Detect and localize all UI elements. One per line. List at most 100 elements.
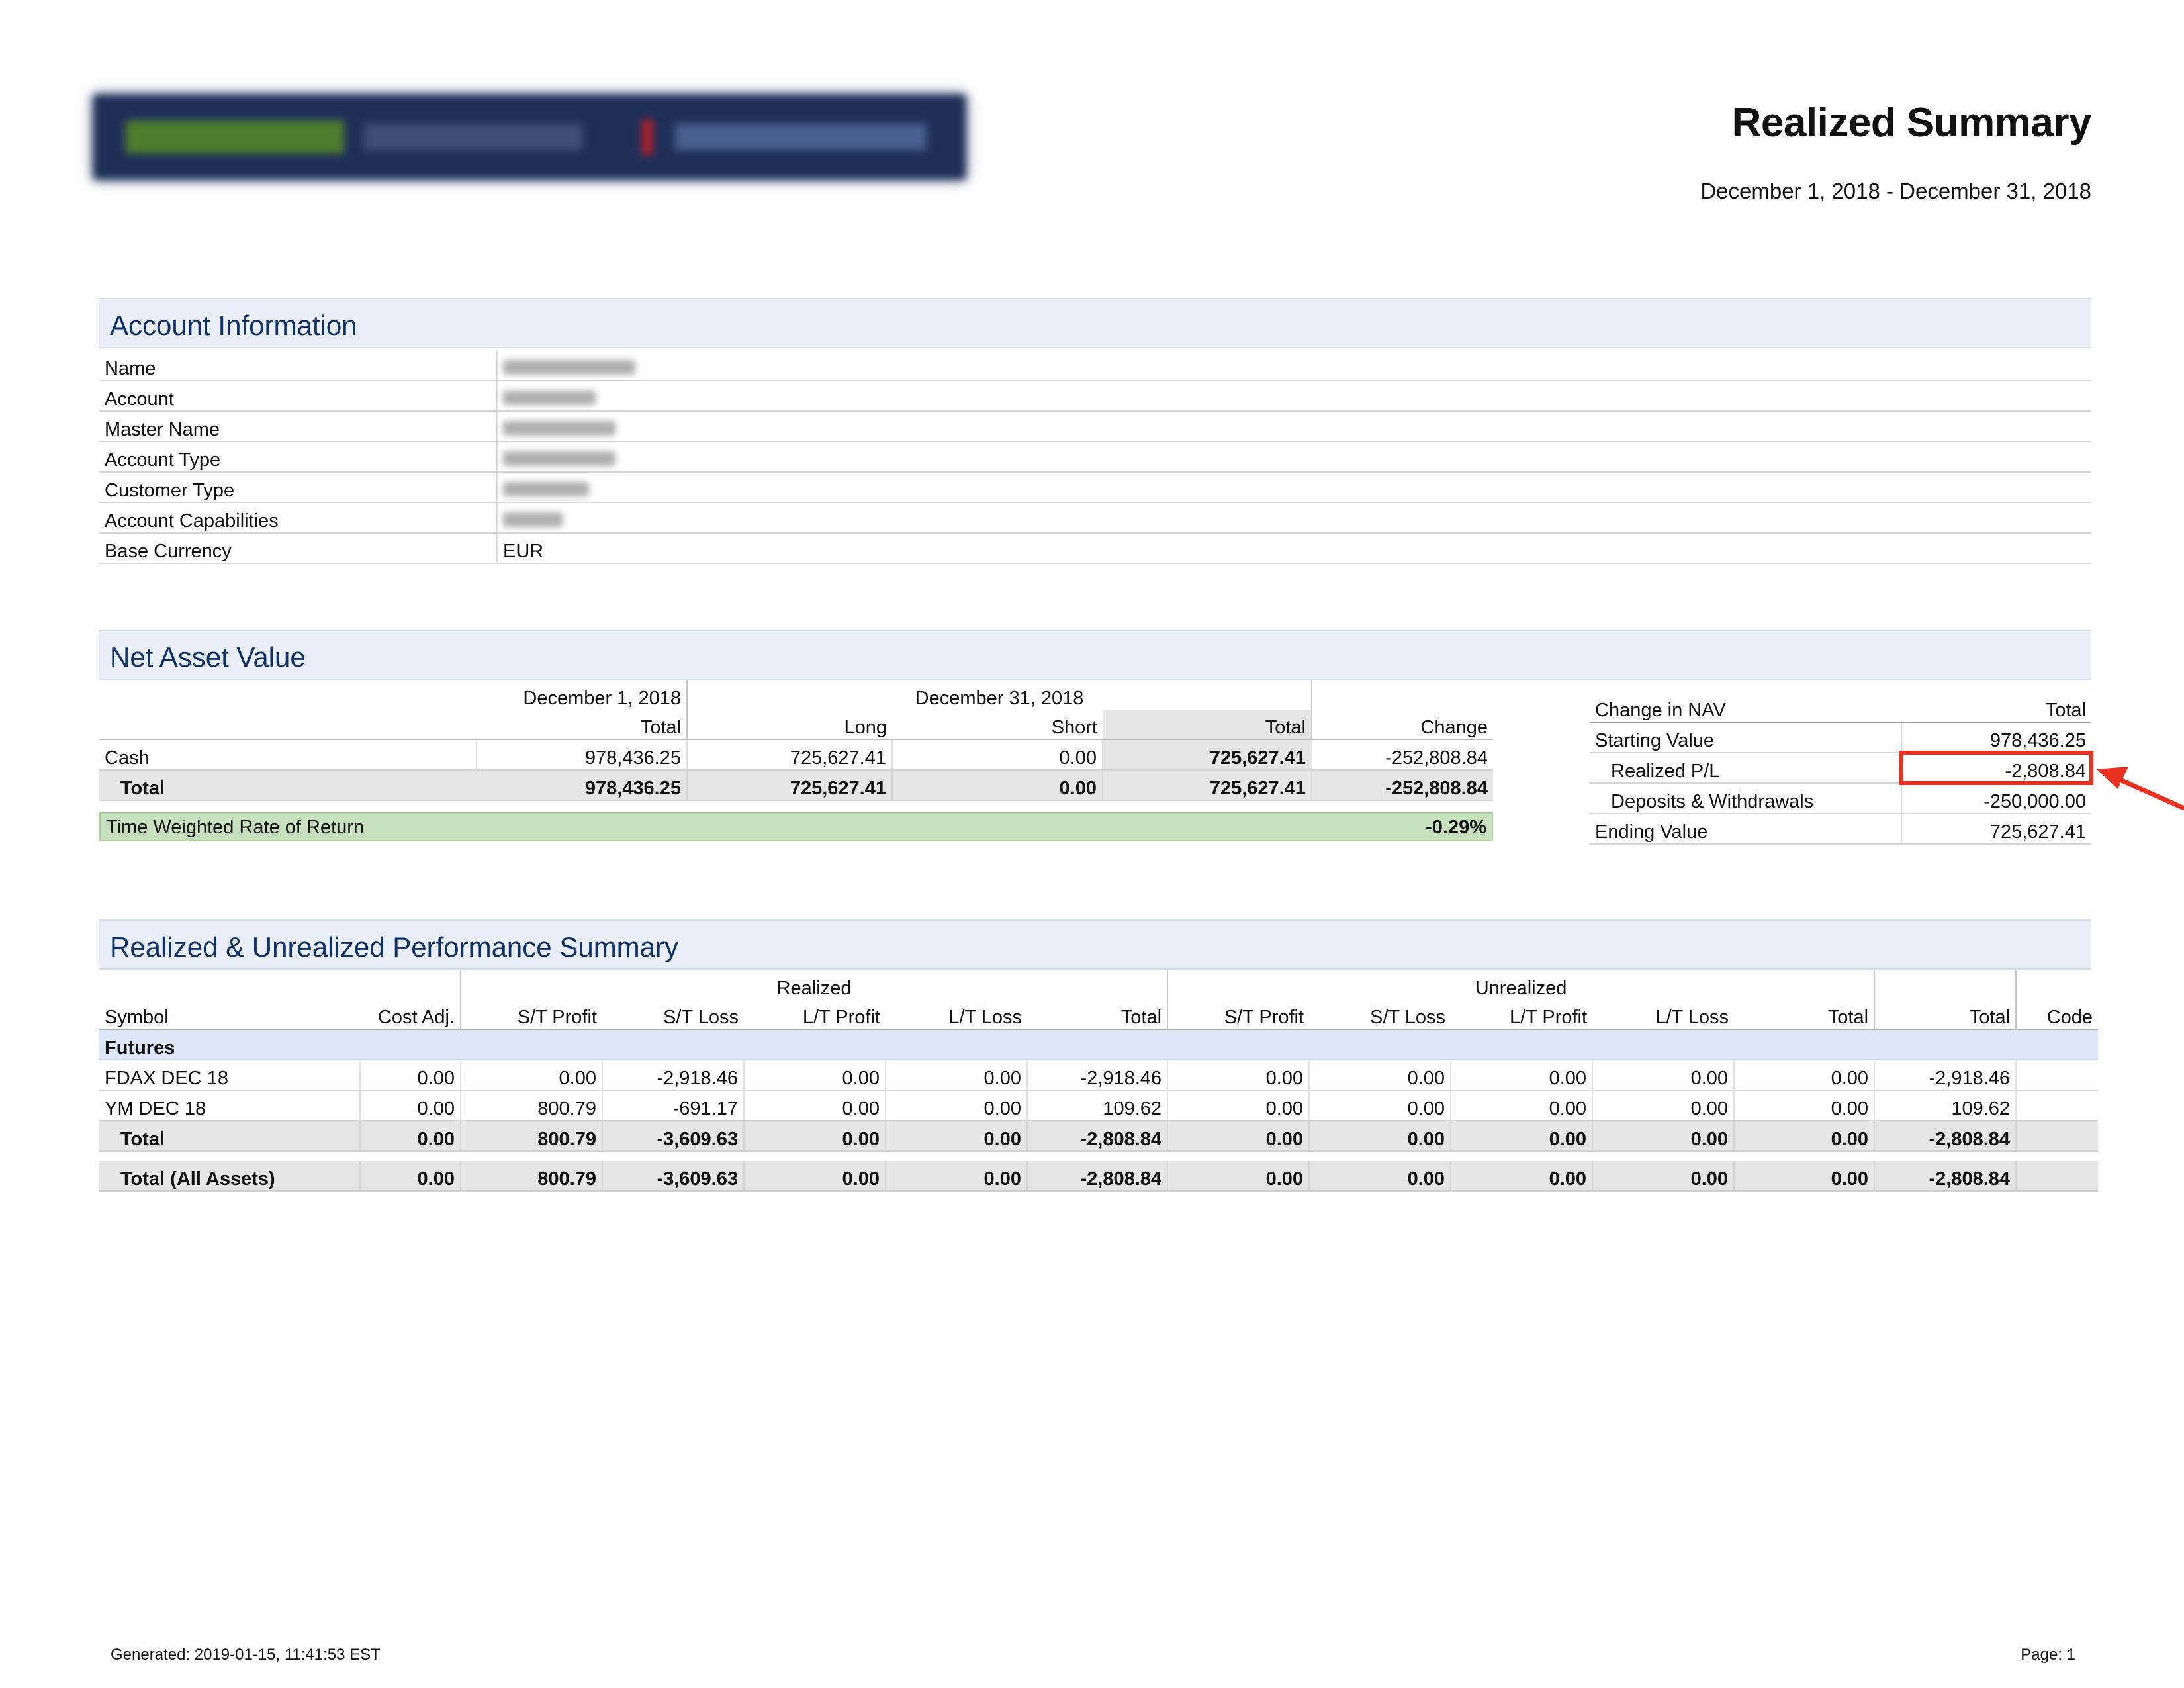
nav-table: December 1, 2018 December 31, 2018 Total… [99, 680, 1493, 801]
twrr-label: Time Weighted Rate of Return [106, 817, 365, 838]
change-in-nav-row: Realized P/L -2,808.84 [1590, 751, 2093, 785]
col-header: L/T Profit [744, 1000, 886, 1030]
realized-pl-highlighted-value: -2,808.84 [1899, 751, 2093, 785]
performance-summary-heading: Realized & Unrealized Performance Summar… [99, 919, 2091, 970]
col-header: Total [1027, 1000, 1169, 1030]
change-in-nav-total-header: Total [1901, 692, 2091, 723]
cell: Total (All Assets) [99, 1161, 361, 1192]
cell: 800.79 [461, 1121, 603, 1152]
nav-col-total: Total [477, 710, 688, 740]
col-header: Code [2016, 1000, 2099, 1030]
cell: 0.00 [1451, 1060, 1594, 1091]
cell: 0.00 [1167, 1121, 1310, 1152]
account-row: Name [99, 351, 2091, 381]
nav-col-long: Long [687, 710, 892, 740]
nav-change: -252,808.84 [1312, 739, 1493, 771]
nav-row-label: Cash [99, 739, 477, 771]
col-header: Symbol [99, 1000, 360, 1030]
nav-short: 0.00 [892, 739, 1103, 771]
cell: 0.00 [1167, 1060, 1310, 1091]
cell: 0.00 [360, 1060, 461, 1091]
account-information-heading: Account Information [99, 298, 2091, 348]
twrr-value: -0.29% [1426, 817, 1486, 838]
performance-table: Realized Unrealized Symbol Cost Adj. S/T… [99, 970, 2099, 1192]
nav-period2-header: December 31, 2018 [687, 680, 1312, 710]
nav-short: 0.00 [892, 770, 1103, 801]
twrr-row: Time Weighted Rate of Return -0.29% [99, 812, 1493, 841]
cell: 0.00 [1167, 1090, 1310, 1121]
nav-start-total: 978,436.25 [476, 739, 688, 771]
cell: -3,609.63 [602, 1121, 745, 1152]
col-header: L/T Profit [1451, 1000, 1593, 1030]
change-in-nav-header: Change in NAV [1590, 692, 1901, 723]
realized-group-header: Realized [461, 970, 1169, 1000]
account-value-redacted [497, 502, 2091, 534]
cell: YM DEC 18 [99, 1090, 361, 1121]
cell: 0.00 [744, 1161, 886, 1192]
cell: 0.00 [1451, 1121, 1594, 1152]
cell [2016, 1060, 2099, 1091]
col-header: Total [1874, 1000, 2017, 1030]
category-row: Futures [99, 1029, 2099, 1060]
cell: Total [99, 1121, 361, 1152]
cell: 0.00 [1592, 1090, 1735, 1121]
account-value-redacted [497, 351, 2091, 381]
cell: -2,808.84 [1027, 1161, 1169, 1192]
cell: -2,918.46 [1874, 1060, 2017, 1091]
unrealized-group-header: Unrealized [1167, 970, 1876, 1000]
cell: 0.00 [1734, 1121, 1876, 1152]
report-date-range: December 1, 2018 - December 31, 2018 [1700, 179, 2091, 203]
nav-period1-header: December 1, 2018 [477, 680, 688, 710]
annotation-arrow-icon [2097, 767, 2184, 810]
performance-column-headers: Symbol Cost Adj. S/T Profit S/T Loss L/T… [99, 1000, 2099, 1030]
cell: 0.00 [886, 1161, 1028, 1192]
cell: 0.00 [1592, 1161, 1735, 1192]
account-information-table: Name Account Master Name Account Type Cu… [99, 351, 2091, 564]
cell: 0.00 [886, 1060, 1028, 1091]
account-label: Name [99, 351, 498, 381]
change-in-nav-row: Ending Value 725,627.41 [1590, 814, 2091, 845]
change-in-nav-table: Change in NAV Total Starting Value 978,4… [1590, 692, 2093, 845]
nav-long: 725,627.41 [687, 770, 893, 801]
change-in-nav-value: 978,436.25 [1901, 722, 2091, 753]
account-value-redacted [497, 381, 2091, 412]
change-in-nav-row: Starting Value 978,436.25 [1590, 722, 2091, 753]
cell: 0.00 [744, 1060, 886, 1091]
total-all-assets-row: Total (All Assets) 0.00 800.79 -3,609.63… [99, 1161, 2099, 1192]
table-row: YM DEC 18 0.00 800.79 -691.17 0.00 0.00 … [99, 1090, 2099, 1121]
cell: 0.00 [1451, 1161, 1594, 1192]
account-value-redacted [497, 472, 2091, 503]
col-header: Cost Adj. [360, 1000, 461, 1030]
cell: -2,808.84 [1027, 1121, 1169, 1152]
cell: 0.00 [1309, 1161, 1452, 1192]
nav-end-total: 725,627.41 [1103, 739, 1312, 771]
account-row: Account [99, 381, 2091, 412]
account-label: Customer Type [99, 472, 498, 503]
cell: -2,808.84 [1874, 1161, 2017, 1192]
account-label: Master Name [99, 411, 498, 442]
account-row: Account Type [99, 442, 2091, 473]
col-header: Total [1734, 1000, 1876, 1030]
cell [2016, 1121, 2099, 1152]
change-in-nav-label: Deposits & Withdrawals [1590, 783, 1901, 814]
cell [2016, 1090, 2099, 1121]
cell: 0.00 [1167, 1161, 1310, 1192]
account-value-redacted [497, 442, 2091, 473]
cell: 0.00 [1451, 1090, 1594, 1121]
cell: 0.00 [1309, 1060, 1452, 1091]
col-header: S/T Profit [461, 1000, 602, 1030]
nav-long: 725,627.41 [687, 739, 893, 771]
change-in-nav-label: Ending Value [1590, 814, 1901, 845]
cell: 0.00 [1592, 1121, 1735, 1152]
col-header: L/T Loss [886, 1000, 1027, 1030]
cell: 0.00 [1309, 1121, 1452, 1152]
account-row: Customer Type [99, 472, 2091, 503]
cell: -691.17 [602, 1090, 745, 1121]
change-in-nav-value: 725,627.41 [1901, 814, 2091, 845]
cell: 0.00 [360, 1121, 461, 1152]
cell: -2,808.84 [1874, 1121, 2017, 1152]
nav-row-label: Total [99, 770, 477, 801]
cell: 0.00 [1734, 1060, 1876, 1091]
nav-total-row: Total 978,436.25 725,627.41 0.00 725,627… [99, 770, 1493, 801]
total-row: Total 0.00 800.79 -3,609.63 0.00 0.00 -2… [99, 1121, 2099, 1152]
